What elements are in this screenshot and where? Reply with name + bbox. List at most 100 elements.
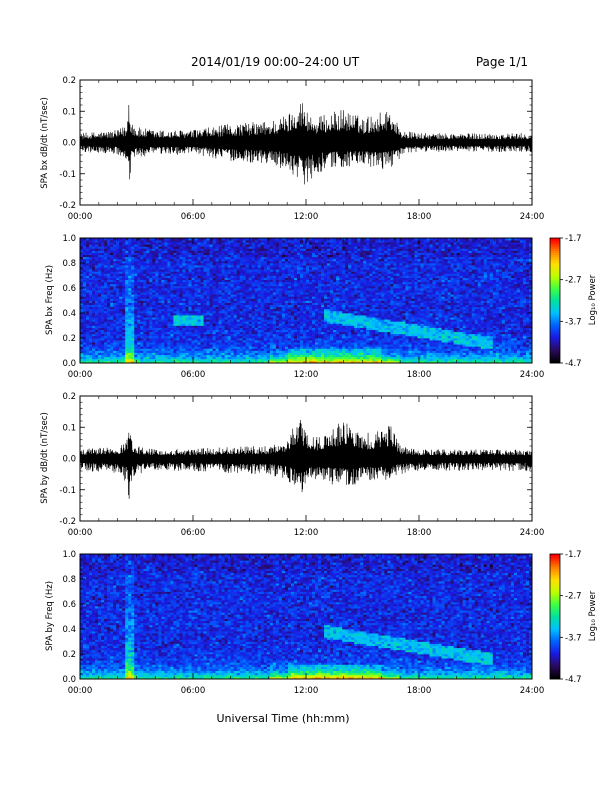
spectrogram-cell — [149, 300, 153, 303]
spectrogram-cell — [143, 250, 147, 253]
spectrogram-cell — [140, 252, 144, 256]
spectrogram-cell — [197, 260, 201, 264]
spectrogram-cell — [188, 354, 192, 358]
spectrogram-cell — [104, 360, 108, 364]
spectrogram-cell — [224, 348, 228, 351]
spectrogram-cell — [104, 296, 108, 299]
spectrogram-cell — [227, 348, 232, 351]
spectrogram-cell — [176, 325, 180, 328]
spectrogram-cell — [134, 329, 138, 333]
spectrogram-cell — [209, 260, 213, 264]
spectrogram-cell — [131, 250, 135, 253]
spectrogram-cell — [131, 288, 135, 291]
spectrogram-cell — [152, 283, 156, 287]
spectrogram-cell — [167, 360, 171, 364]
spectrogram-cell — [290, 252, 295, 256]
spectrogram-cell — [251, 360, 256, 364]
spectrogram-cell — [158, 358, 162, 362]
spectrogram-cell — [170, 263, 174, 266]
spectrogram-cell — [281, 325, 286, 328]
spectrogram-cell — [275, 263, 280, 266]
spectrogram-cell — [200, 360, 204, 364]
spectrogram-cell — [302, 265, 307, 268]
spectrogram-cell — [248, 360, 253, 364]
spectrogram-cell — [107, 294, 111, 297]
spectrogram-cell — [110, 358, 114, 362]
spectrogram-cell — [315, 325, 319, 328]
spectrogram-cell — [299, 335, 304, 339]
spectrogram-cell — [233, 358, 238, 362]
spectrogram-cell — [179, 298, 183, 301]
spectrogram-cell — [128, 258, 132, 262]
spectrogram-cell — [158, 258, 162, 262]
spectrogram-cell — [233, 325, 238, 328]
spectrogram-cell — [266, 325, 271, 328]
spectrogram-cell — [92, 238, 96, 241]
spectrogram-cell — [134, 271, 138, 274]
spectrogram-cell — [254, 302, 259, 306]
spectrogram-cell — [272, 333, 277, 337]
spectrogram-cell — [312, 288, 316, 291]
spectrogram-cell — [284, 292, 289, 295]
spectrogram-cell — [236, 350, 241, 353]
spectrogram-cell — [119, 346, 123, 349]
spectrogram-cell — [275, 258, 280, 262]
spectrogram-cell — [167, 279, 171, 283]
spectrogram-cell — [161, 263, 165, 266]
spectrogram-cell — [152, 306, 156, 310]
spectrogram-cell — [209, 250, 213, 253]
spectrogram-cell — [236, 331, 241, 335]
spectrogram-cell — [194, 269, 198, 272]
spectrogram-cell — [122, 304, 126, 308]
spectrogram-cell — [191, 258, 195, 262]
spectrogram-cell — [131, 252, 135, 256]
spectrogram-cell — [128, 273, 132, 276]
spectrogram-cell — [248, 288, 253, 291]
spectrogram-cell — [152, 263, 156, 266]
spectrogram-cell — [257, 358, 262, 362]
spectrogram-cell — [245, 335, 250, 339]
spectrogram-cell — [194, 294, 198, 297]
spectrogram-cell — [149, 242, 153, 245]
spectrogram-cell — [272, 275, 277, 278]
spectrogram-cell — [278, 285, 283, 289]
spectrogram-cell — [299, 329, 304, 333]
spectrogram-cell — [212, 246, 216, 249]
spectrogram-cell — [167, 319, 171, 322]
spectrogram-cell — [221, 323, 225, 326]
spectrogram-cell — [287, 315, 292, 318]
spectrogram-cell — [312, 244, 316, 247]
spectrogram-cell — [128, 294, 132, 297]
spectrogram-cell — [185, 281, 189, 285]
spectrogram-cell — [170, 360, 174, 364]
spectrogram-cell — [80, 358, 84, 362]
spectrogram-cell — [227, 302, 232, 306]
spectrogram-cell — [312, 275, 316, 278]
spectrogram-cell — [185, 321, 189, 324]
spectrogram-cell — [83, 263, 87, 266]
spectrogram-cell — [182, 252, 186, 256]
spectrogram-cell — [179, 319, 183, 322]
spectrogram-cell — [230, 325, 235, 328]
spectrogram-cell — [254, 256, 259, 260]
spectrogram-cell — [215, 304, 219, 308]
spectrogram-cell — [315, 333, 319, 337]
spectrogram-cell — [122, 358, 126, 362]
spectrogram-cell — [128, 344, 132, 347]
spectrogram-cell — [197, 273, 201, 276]
spectrogram-cell — [293, 269, 298, 272]
spectrogram-cell — [296, 333, 301, 337]
spectrogram-cell — [131, 306, 135, 310]
spectrogram-cell — [242, 310, 247, 314]
spectrogram-cell — [257, 321, 262, 324]
spectrogram-cell — [197, 248, 201, 251]
spectrogram-cell — [137, 279, 141, 283]
spectrogram-cell — [209, 348, 213, 351]
spectrogram-cell — [224, 342, 228, 345]
spectrogram-cell — [185, 294, 189, 297]
spectrogram-cell — [266, 354, 271, 358]
spectrogram-cell — [119, 248, 123, 251]
spectrogram-cell — [101, 333, 105, 337]
spectrogram-cell — [269, 333, 274, 337]
spectrogram-cell — [155, 356, 159, 360]
